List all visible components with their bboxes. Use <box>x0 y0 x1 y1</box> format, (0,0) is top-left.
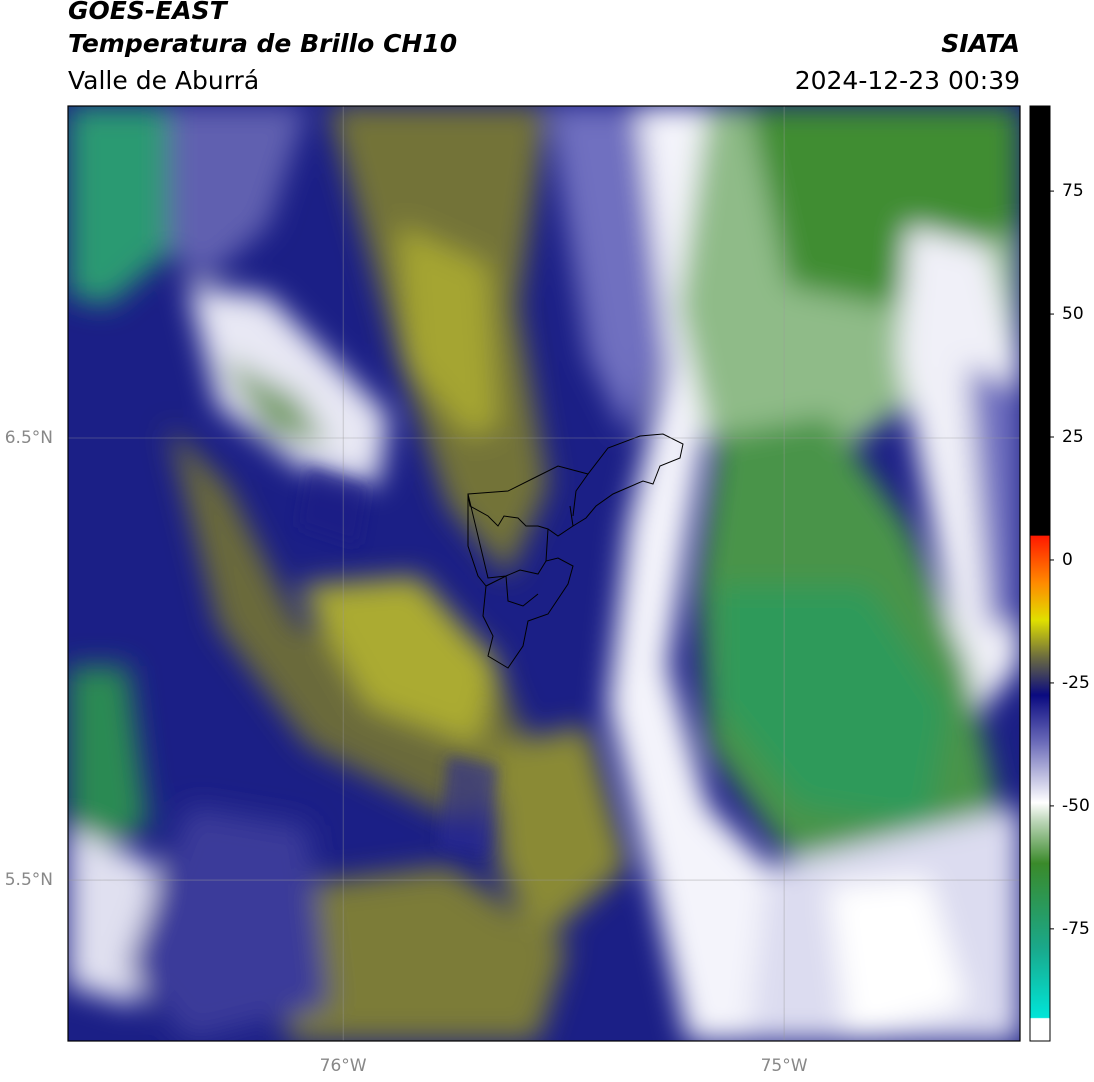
colorbar-tick-label: -50 <box>1062 796 1090 816</box>
x-tick-label: 76°W <box>320 1056 367 1076</box>
colorbar-tick-label: 0 <box>1062 550 1073 570</box>
region: Valle de Aburrá <box>68 66 259 95</box>
municipal-boundaries <box>467 433 684 669</box>
colorbar-tick-label: 50 <box>1062 304 1084 324</box>
map: 76°W 75°W 5.5°N 6.5°N <box>5 105 1021 1076</box>
source: SIATA <box>941 29 1020 58</box>
colorbar-tick-label: 75 <box>1062 181 1084 201</box>
datetime: 2024-12-23 00:39 <box>795 66 1020 95</box>
y-tick-label: 6.5°N <box>5 428 53 448</box>
imagery <box>68 106 1020 1041</box>
map-frame <box>67 105 1021 1042</box>
colorbar-scale <box>1029 105 1051 1042</box>
y-tick-label: 5.5°N <box>5 870 53 890</box>
title: GOES-EAST <box>68 0 229 25</box>
x-tick-label: 75°W <box>761 1056 808 1076</box>
colorbar-tick-label: -25 <box>1062 673 1090 693</box>
colorbar: 75 50 25 0 -25 -50 -75 <box>1029 105 1090 1042</box>
colorbar-tick-label: -75 <box>1062 919 1090 939</box>
subtitle: Temperatura de Brillo CH10 <box>68 29 457 58</box>
colorbar-tick-label: 25 <box>1062 427 1084 447</box>
